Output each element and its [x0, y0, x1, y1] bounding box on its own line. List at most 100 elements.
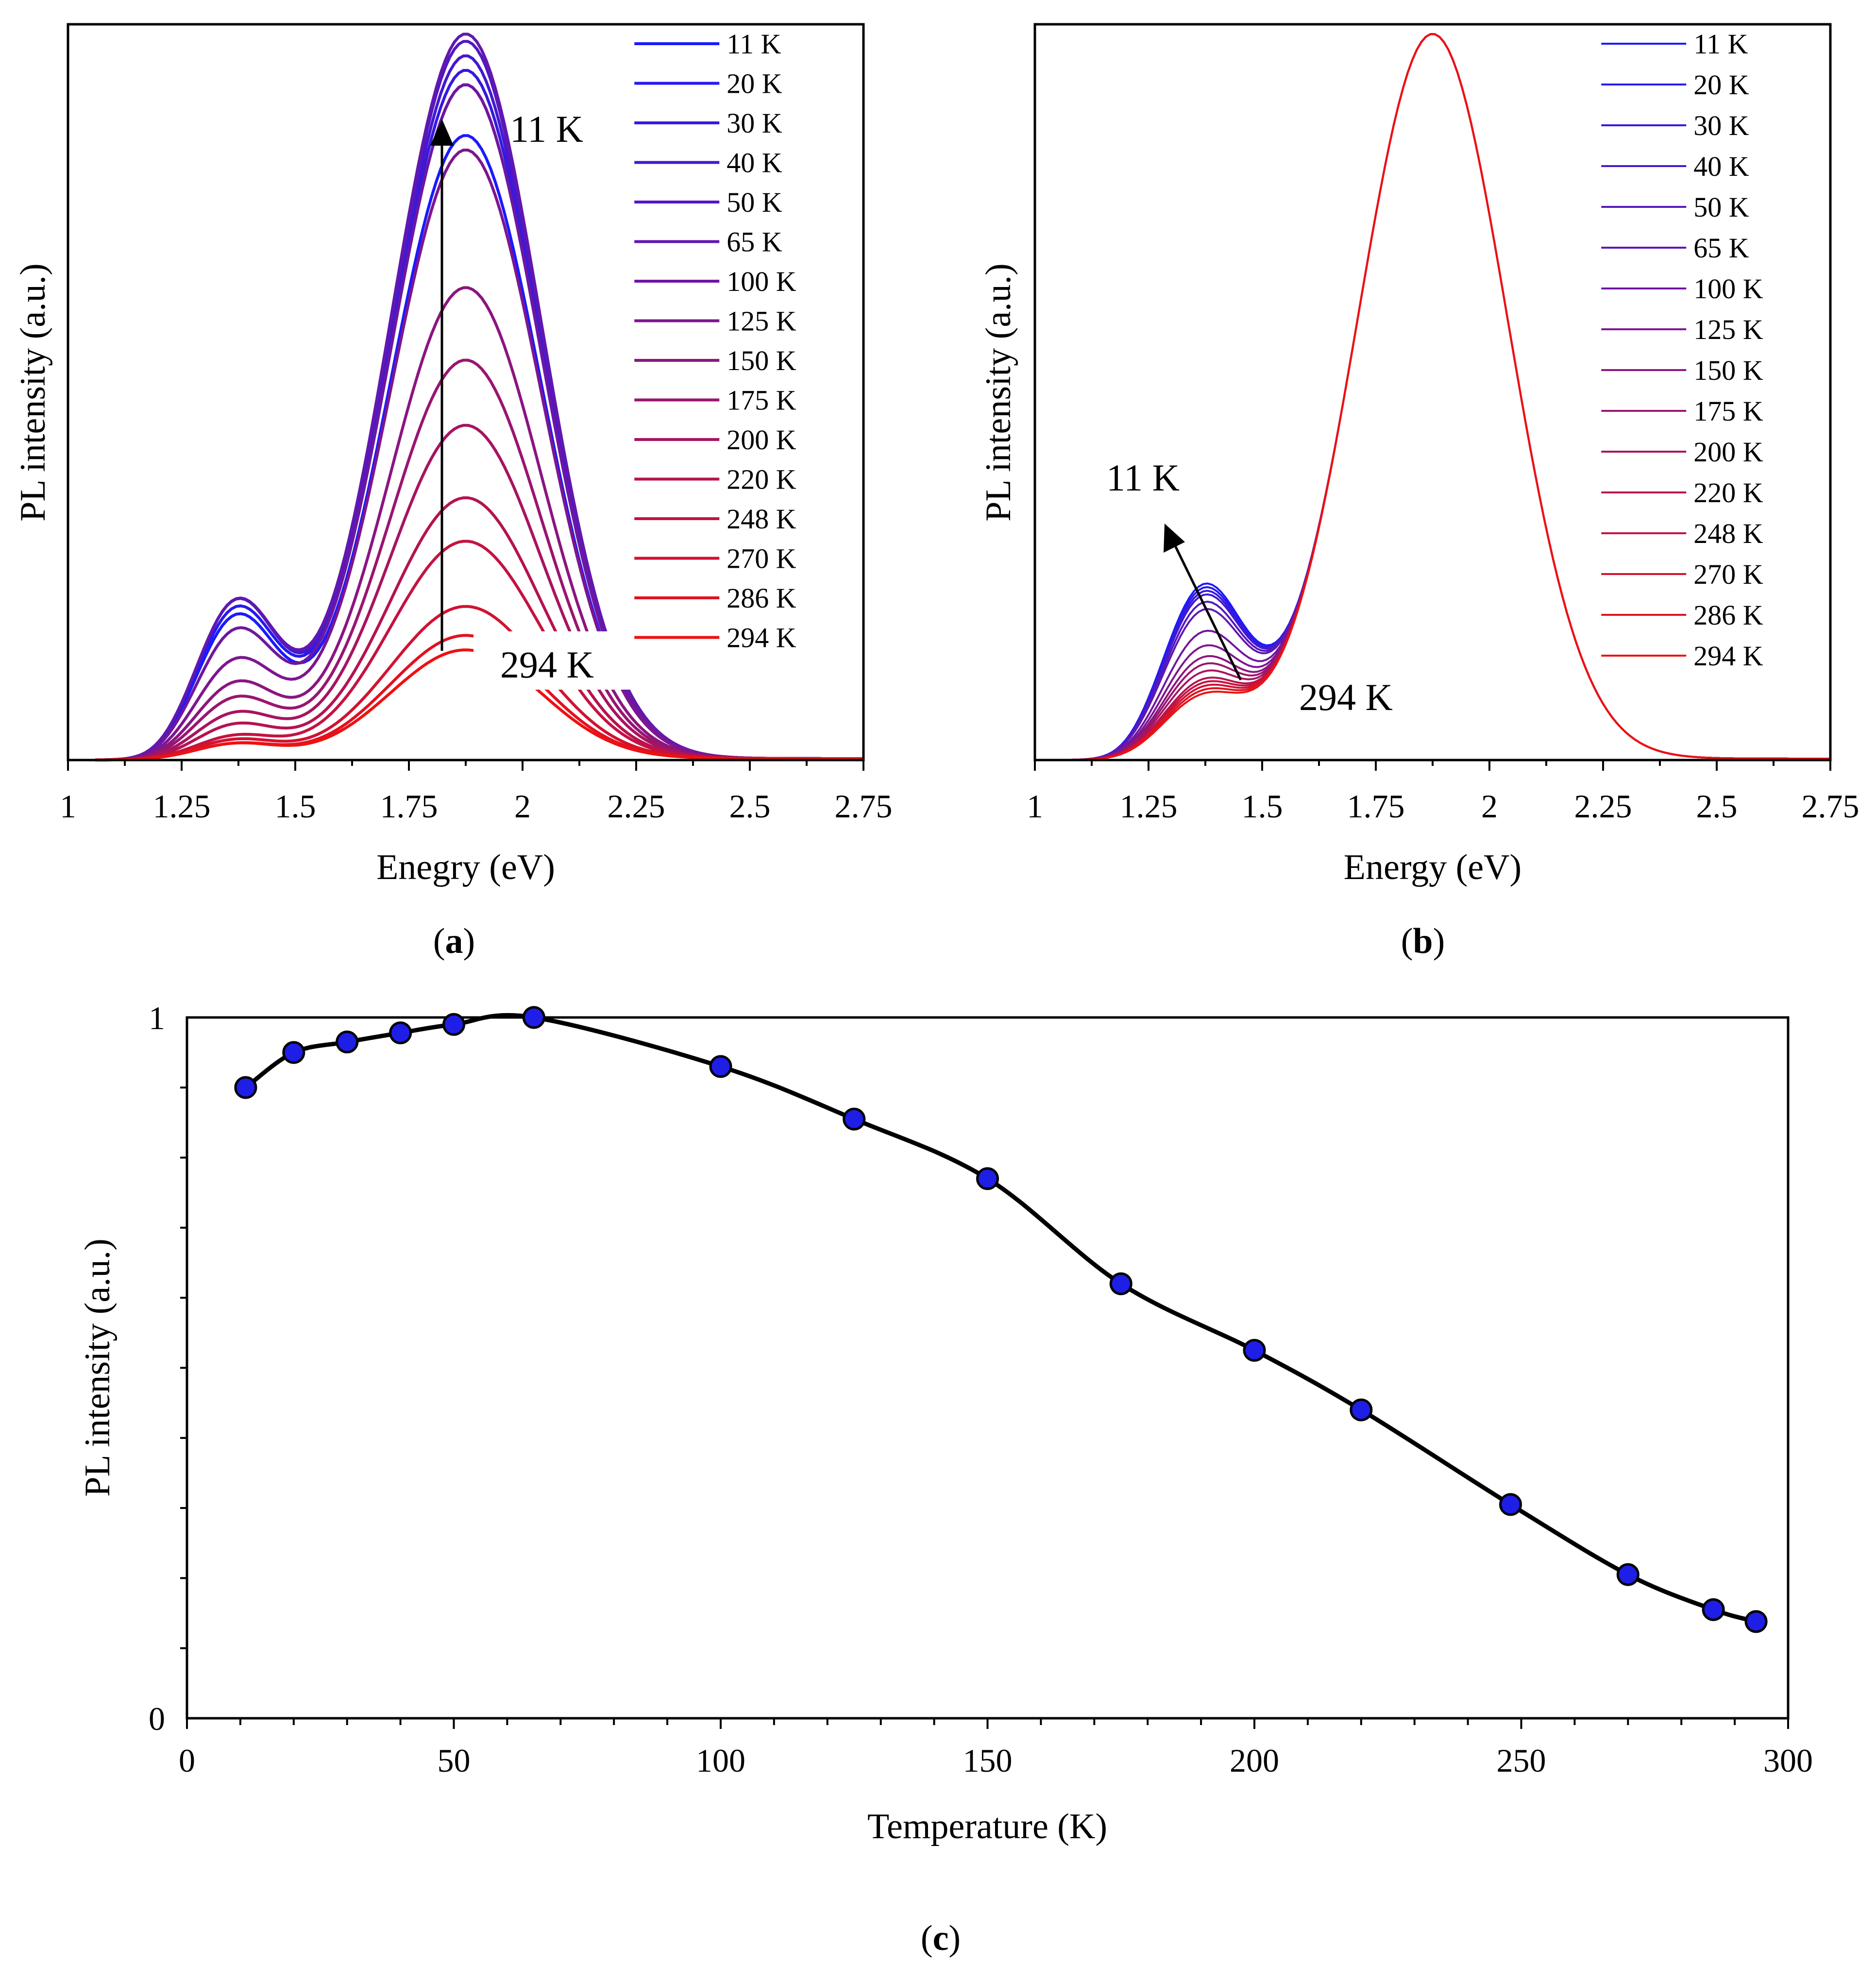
panel-c-y-ticks: 01 — [149, 999, 187, 1737]
panel-a-x-tick-label: 2.5 — [729, 788, 771, 825]
panel-c-x-tick-label: 100 — [696, 1742, 745, 1779]
panel-b-x-axis-title: Energy (eV) — [1344, 847, 1521, 887]
panel-b-x-tick-label: 2.5 — [1696, 788, 1738, 825]
panel-b-legend: 11 K 20 K 30 K 40 K 50 K 65 K 100 K 125 K 150 K 1… — [1601, 28, 1763, 672]
panel-c-x-tick-label: 50 — [438, 1742, 471, 1779]
panel-b-legend-label-30k: 30 K — [1693, 110, 1749, 141]
panel-c-point-270k — [1616, 1563, 1639, 1586]
panel-b-x-ticks: 1 1.25 1.5 1.75 2 2.25 2.5 2.75 — [1027, 760, 1859, 825]
panel-c-data-points — [234, 1006, 1768, 1633]
panel-c-y-tick-label: 1 — [149, 999, 165, 1036]
panel-a-legend-label-294k: 294 K — [727, 622, 796, 654]
panel-c-label: (c) — [921, 1918, 961, 1958]
panel-c-point-65k — [522, 1006, 545, 1029]
panel-c-chart: 0 50 100 150 200 250 300 01 Temperature (K) PL… — [78, 999, 1813, 1958]
panel-b-legend-label-286k: 286 K — [1693, 599, 1763, 631]
panel-b-x-tick-label: 1 — [1027, 788, 1043, 825]
panel-b-chart: 11 K 294 K 11 K 20 K 30 K 40 K 50 K 65 K 100 K… — [979, 23, 1859, 961]
panel-c-x-tick-label: 150 — [963, 1742, 1013, 1779]
panel-c-point-248k — [1499, 1493, 1522, 1516]
panel-a-legend: 11 K 20 K 30 K 40 K 50 K 65 K 100 K 125 K 150 K 1… — [634, 28, 796, 654]
panel-c-point-286k — [1702, 1598, 1725, 1621]
panel-a-x-tick-label: 1 — [60, 788, 76, 825]
panel-b-legend-label-150k: 150 K — [1693, 355, 1763, 386]
panel-a-legend-label-11k: 11 K — [727, 28, 781, 60]
panel-a-annotation-bg — [473, 631, 641, 690]
panel-b-legend-label-248k: 248 K — [1693, 518, 1763, 549]
panel-b-legend-label-20k: 20 K — [1693, 69, 1749, 101]
panel-b-x-tick-label: 1.5 — [1242, 788, 1283, 825]
panel-b-arrow-head — [1164, 524, 1185, 553]
panel-b-legend-label-200k: 200 K — [1693, 436, 1763, 468]
panel-a-annotation-top: 11 K — [510, 108, 583, 150]
panel-b-annotation-top: 11 K — [1106, 457, 1180, 499]
panel-c-point-40k — [389, 1021, 412, 1045]
panel-a-x-ticks: 1 1.25 1.5 1.75 2 2.25 2.5 2.75 — [60, 760, 893, 825]
panel-a-legend-label-220k: 220 K — [727, 464, 796, 495]
panel-b-x-tick-label: 2.25 — [1574, 788, 1632, 825]
panel-c-point-294k — [1744, 1610, 1768, 1633]
panel-b-x-tick-label: 1.25 — [1120, 788, 1178, 825]
panel-c-point-100k — [709, 1055, 732, 1078]
panel-c-trend-line — [244, 1013, 1757, 1624]
panel-a-legend-label-50k: 50 K — [727, 186, 782, 218]
panel-c-x-tick-label: 200 — [1230, 1742, 1279, 1779]
panel-a-x-tick-label: 2.75 — [835, 788, 893, 825]
panel-a-legend-label-175k: 175 K — [727, 385, 796, 416]
panel-a-arrow-head — [430, 119, 454, 146]
panel-a-legend-label-150k: 150 K — [727, 345, 796, 376]
panel-c-point-50k — [442, 1013, 465, 1036]
panel-c-point-220k — [1350, 1398, 1373, 1422]
panel-c-point-175k — [1109, 1272, 1132, 1295]
panel-c-point-150k — [976, 1167, 999, 1190]
panel-a-legend-label-286k: 286 K — [727, 582, 796, 614]
panel-a-label: (a) — [433, 921, 475, 961]
panel-c-point-125k — [843, 1107, 866, 1131]
panel-b-arrow — [1173, 543, 1242, 681]
panel-a-legend-label-40k: 40 K — [727, 147, 782, 179]
panel-a-legend-label-100k: 100 K — [727, 266, 796, 297]
panel-a-x-tick-label: 1.75 — [380, 788, 438, 825]
panel-b-legend-label-40k: 40 K — [1693, 151, 1749, 182]
panel-b-legend-label-65k: 65 K — [1693, 232, 1749, 264]
panel-a-legend-label-65k: 65 K — [727, 226, 782, 258]
panel-a-legend-label-248k: 248 K — [727, 503, 796, 535]
panel-c-x-tick-label: 250 — [1497, 1742, 1546, 1779]
panel-b-y-axis-title: PL intensity (a.u.) — [979, 263, 1018, 522]
panel-c-x-axis-title: Temperature (K) — [867, 1807, 1107, 1846]
panel-a-curves — [95, 33, 863, 762]
panel-a-x-tick-label: 1.25 — [153, 788, 211, 825]
panel-c-point-30k — [336, 1031, 359, 1054]
panel-a-legend-label-20k: 20 K — [727, 68, 782, 100]
panel-a-x-tick-label: 2.25 — [608, 788, 665, 825]
panel-b-x-tick-label: 2 — [1481, 788, 1498, 825]
panel-b-label: (b) — [1401, 921, 1445, 961]
panel-a-x-tick-label: 2 — [514, 788, 531, 825]
panel-b-curves — [1062, 33, 1830, 761]
panel-c-x-tick-label: 300 — [1763, 1742, 1813, 1779]
panel-a-legend-label-30k: 30 K — [727, 107, 782, 139]
panel-b-legend-label-294k: 294 K — [1693, 640, 1763, 672]
panel-a-x-tick-label: 1.5 — [275, 788, 316, 825]
panel-b-x-tick-label: 1.75 — [1347, 788, 1405, 825]
panel-c-point-200k — [1243, 1338, 1266, 1362]
panel-b-legend-label-125k: 125 K — [1693, 314, 1763, 345]
panel-a-legend-label-270k: 270 K — [727, 543, 796, 575]
panel-b-legend-label-11k: 11 K — [1693, 28, 1748, 60]
panel-c-y-tick-label: 0 — [149, 1700, 165, 1737]
panel-b-legend-label-100k: 100 K — [1693, 273, 1763, 305]
panel-b-legend-label-175k: 175 K — [1693, 395, 1763, 427]
panel-a-chart: 11 K 294 K 11 K 20 K 30 K 40 K 50 K 65 K 100 K… — [13, 23, 893, 961]
panel-c-point-11k — [234, 1076, 257, 1099]
panel-c-x-tick-label: 0 — [179, 1742, 195, 1779]
panel-c-plot-frame — [186, 1016, 1790, 1720]
panel-b-legend-label-50k: 50 K — [1693, 191, 1749, 223]
panel-a-legend-label-200k: 200 K — [727, 424, 796, 456]
panel-b-legend-label-270k: 270 K — [1693, 559, 1763, 590]
panel-b-x-tick-label: 2.75 — [1802, 788, 1859, 825]
panel-a-annotation-bottom: 294 K — [500, 643, 594, 686]
panel-c-x-ticks: 0 50 100 150 200 250 300 — [179, 1718, 1813, 1779]
panel-b-curve-294k — [1062, 33, 1830, 761]
panel-c-y-axis-title: PL intensity (a.u.) — [78, 1238, 118, 1497]
